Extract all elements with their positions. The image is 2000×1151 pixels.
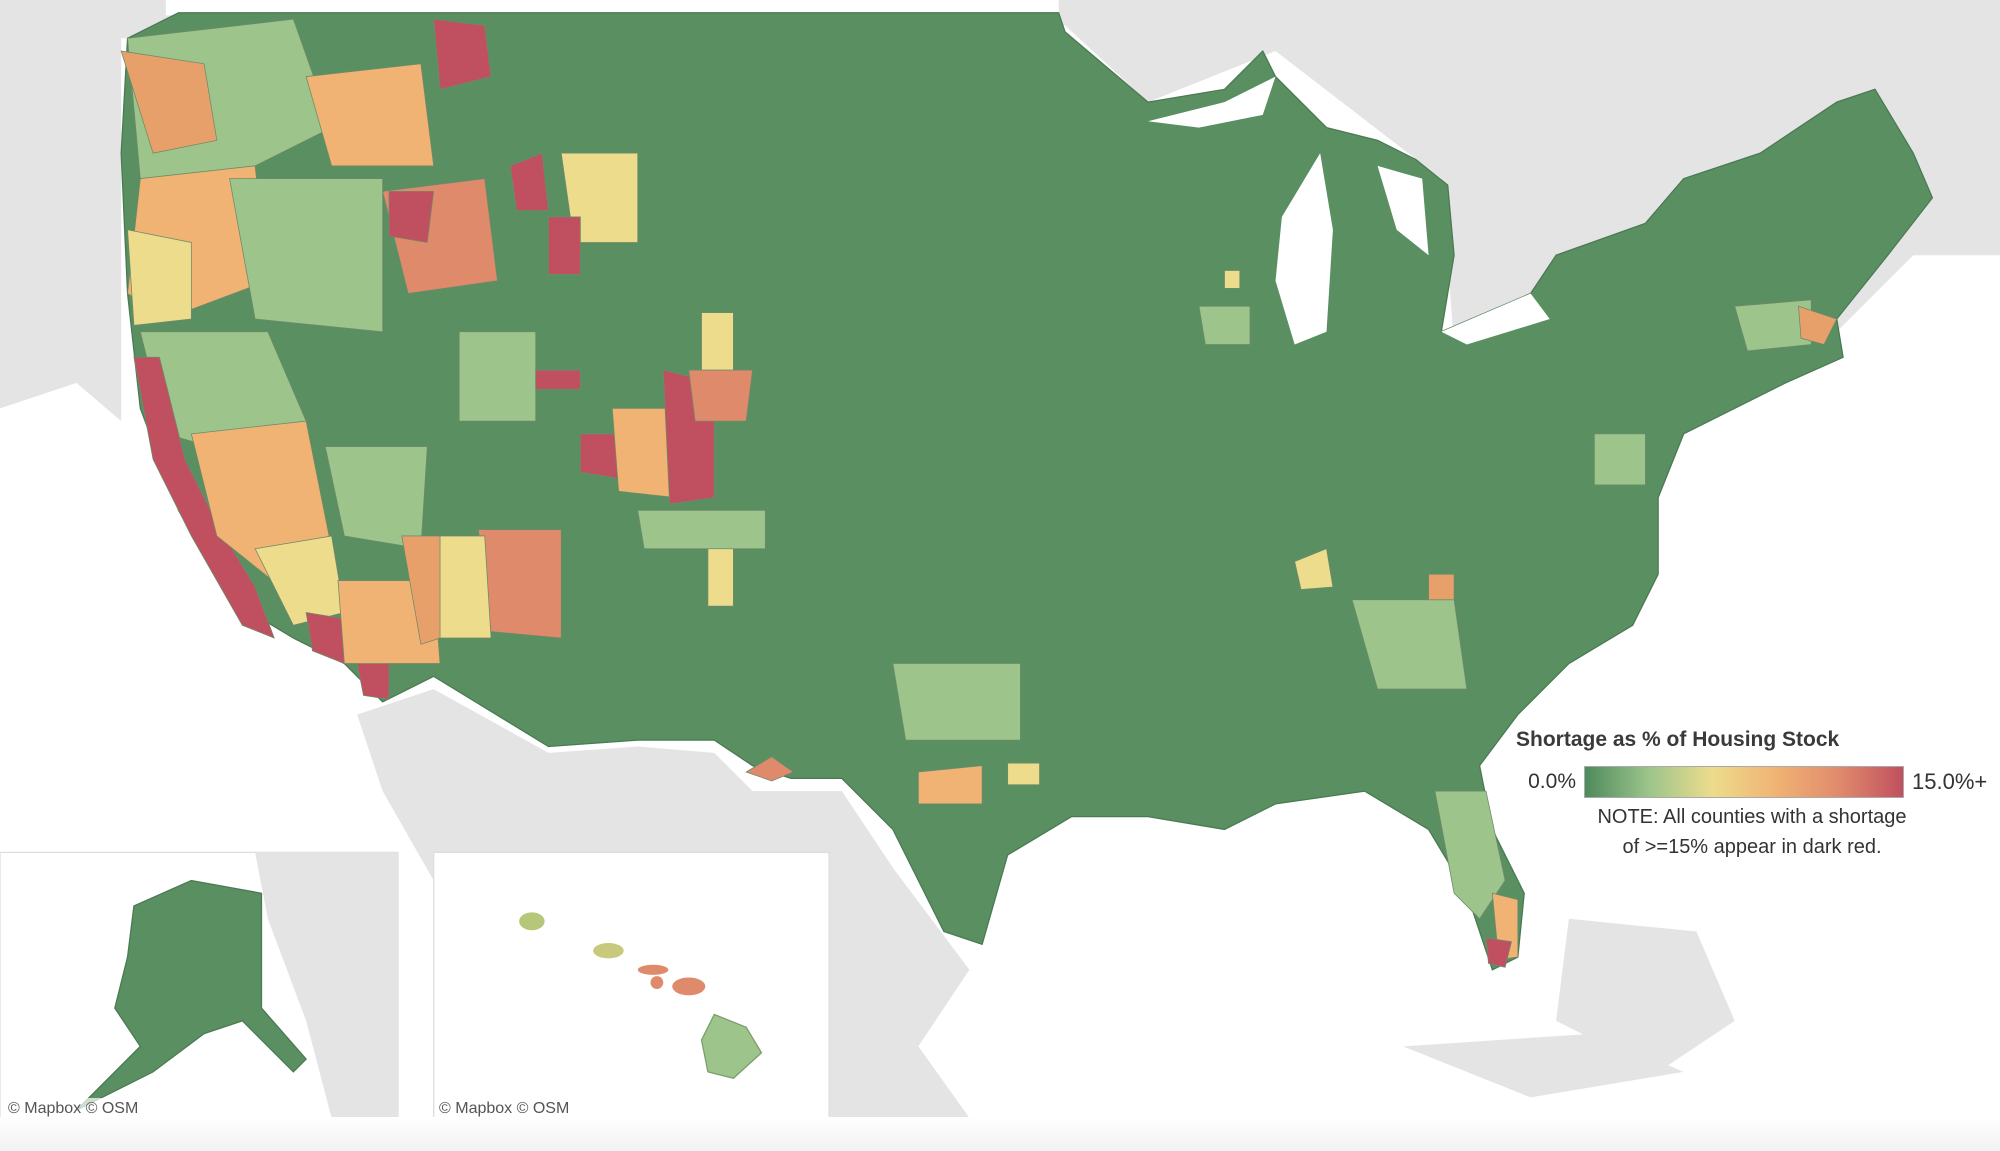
legend-gradient-bar: [1584, 766, 1904, 798]
color-legend: Shortage as % of Housing Stock 0.0% 15.0…: [1512, 728, 1992, 862]
county-patches: [120, 18, 1838, 968]
legend-title: Shortage as % of Housing Stock: [1516, 728, 1840, 751]
bottom-strip: [0, 1117, 2000, 1151]
hawaii-inset[interactable]: [433, 851, 830, 1119]
great-lakes: [1147, 76, 1550, 345]
legend-note-line2: of >=15% appear in dark red.: [1622, 836, 1882, 858]
alaska-inset[interactable]: [0, 851, 399, 1119]
alaska-map-credit[interactable]: © Mapbox © OSM: [4, 1098, 143, 1120]
legend-note-line1: NOTE: All counties with a shortage: [1597, 806, 1907, 828]
legend-max-label: 15.0%+: [1912, 769, 1988, 794]
legend-min-label: 0.0%: [1528, 770, 1576, 793]
hawaii-map-credit[interactable]: © Mapbox © OSM: [435, 1098, 574, 1120]
